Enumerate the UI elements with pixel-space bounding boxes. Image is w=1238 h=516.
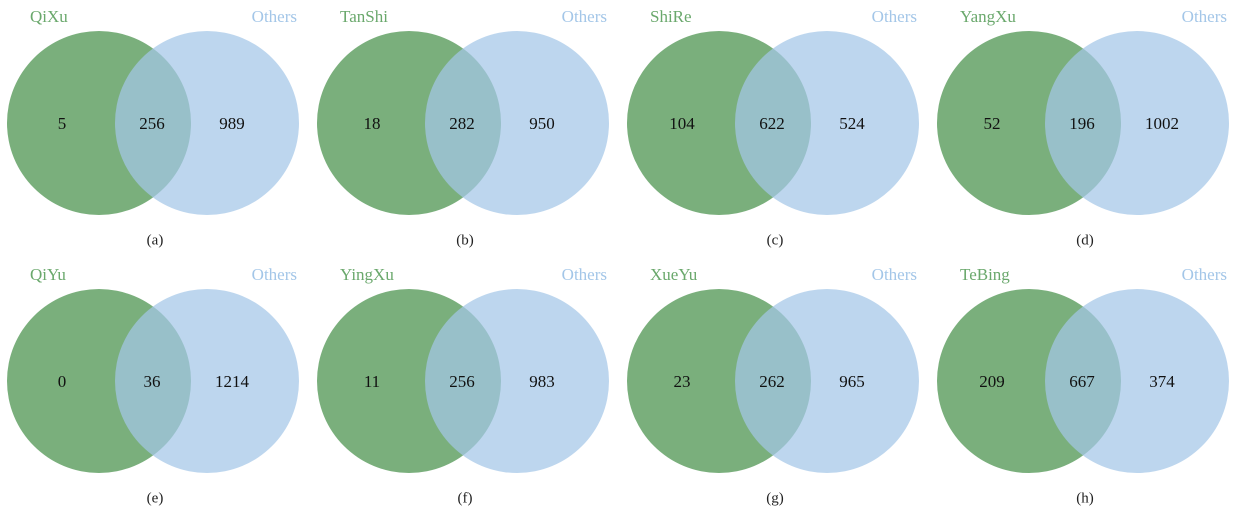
overlap-count: 667 [1069, 372, 1095, 391]
left-count: 5 [58, 114, 67, 133]
left-label: ShiRe [650, 7, 692, 26]
right-count: 950 [529, 114, 555, 133]
left-label: YangXu [960, 7, 1016, 26]
right-count: 965 [839, 372, 865, 391]
right-count: 524 [839, 114, 865, 133]
left-label: TeBing [960, 265, 1010, 284]
right-label: Others [1182, 265, 1227, 284]
overlap-count: 196 [1069, 114, 1095, 133]
right-count: 989 [219, 114, 245, 133]
left-label: XueYu [650, 265, 698, 284]
left-count: 0 [58, 372, 67, 391]
left-count: 18 [364, 114, 381, 133]
right-label: Others [562, 7, 607, 26]
right-set [115, 289, 299, 473]
left-count: 23 [674, 372, 691, 391]
overlap-count: 262 [759, 372, 785, 391]
right-count: 1214 [215, 372, 250, 391]
right-set [1045, 31, 1229, 215]
left-count: 52 [984, 114, 1001, 133]
right-count: 374 [1149, 372, 1175, 391]
right-set [425, 289, 609, 473]
left-label: QiXu [30, 7, 68, 26]
right-set [1045, 289, 1229, 473]
left-count: 104 [669, 114, 695, 133]
caption: (g) [766, 490, 784, 506]
overlap-count: 622 [759, 114, 785, 133]
overlap-count: 256 [449, 372, 475, 391]
caption: (d) [1076, 232, 1094, 248]
right-label: Others [872, 7, 917, 26]
left-label: TanShi [340, 7, 388, 26]
right-label: Others [872, 265, 917, 284]
caption: (h) [1076, 490, 1094, 506]
right-set [735, 289, 919, 473]
right-label: Others [252, 265, 297, 284]
right-set [115, 31, 299, 215]
overlap-count: 282 [449, 114, 475, 133]
right-count: 1002 [1145, 114, 1179, 133]
right-label: Others [252, 7, 297, 26]
caption: (f) [458, 490, 473, 506]
caption: (e) [147, 490, 164, 506]
right-count: 983 [529, 372, 555, 391]
caption: (b) [456, 232, 474, 248]
right-set [425, 31, 609, 215]
left-count: 11 [364, 372, 380, 391]
caption: (a) [147, 232, 164, 248]
left-label: QiYu [30, 265, 66, 284]
caption: (c) [767, 232, 784, 248]
right-label: Others [562, 265, 607, 284]
left-label: YingXu [340, 265, 394, 284]
left-count: 209 [979, 372, 1005, 391]
overlap-count: 256 [139, 114, 165, 133]
overlap-count: 36 [144, 372, 161, 391]
right-set [735, 31, 919, 215]
right-label: Others [1182, 7, 1227, 26]
